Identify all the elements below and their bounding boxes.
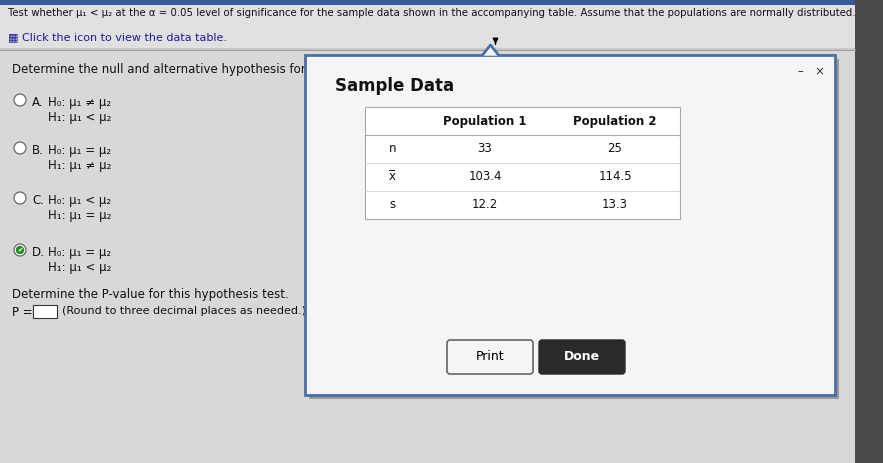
Text: 114.5: 114.5	[598, 170, 632, 183]
Text: A.: A.	[32, 96, 43, 109]
Text: D.: D.	[32, 246, 45, 259]
FancyBboxPatch shape	[539, 340, 625, 374]
Text: B.: B.	[32, 144, 44, 157]
Text: ▦ Click the icon to view the data table.: ▦ Click the icon to view the data table.	[8, 32, 227, 42]
Text: n: n	[389, 143, 396, 156]
Text: 25: 25	[608, 143, 623, 156]
Text: Determine the P-value for this hypothesis test.: Determine the P-value for this hypothesi…	[12, 288, 289, 301]
Text: Done: Done	[564, 350, 600, 363]
FancyBboxPatch shape	[447, 340, 533, 374]
Text: H₁: μ₁ = μ₂: H₁: μ₁ = μ₂	[48, 209, 111, 222]
Circle shape	[14, 94, 26, 106]
Text: H₀: μ₁ ≠ μ₂: H₀: μ₁ ≠ μ₂	[48, 96, 111, 109]
Text: H₁: μ₁ ≠ μ₂: H₁: μ₁ ≠ μ₂	[48, 159, 111, 172]
Text: 103.4: 103.4	[468, 170, 502, 183]
Text: H₁: μ₁ < μ₂: H₁: μ₁ < μ₂	[48, 111, 111, 124]
Text: Population 1: Population 1	[443, 114, 527, 127]
Text: (Round to three decimal places as needed.): (Round to three decimal places as needed…	[62, 306, 306, 316]
Text: H₁: μ₁ < μ₂: H₁: μ₁ < μ₂	[48, 261, 111, 274]
Circle shape	[14, 192, 26, 204]
Text: ✔: ✔	[17, 246, 23, 252]
Text: 33: 33	[478, 143, 493, 156]
Text: H₀: μ₁ < μ₂: H₀: μ₁ < μ₂	[48, 194, 111, 207]
Text: Population 2: Population 2	[573, 114, 657, 127]
FancyBboxPatch shape	[855, 0, 883, 463]
Circle shape	[14, 142, 26, 154]
FancyBboxPatch shape	[33, 305, 57, 318]
Text: H₀: μ₁ = μ₂: H₀: μ₁ = μ₂	[48, 144, 111, 157]
Circle shape	[17, 246, 24, 254]
Text: C.: C.	[32, 194, 44, 207]
Text: –   ×: – ×	[798, 65, 825, 78]
FancyBboxPatch shape	[0, 50, 855, 463]
Polygon shape	[482, 45, 499, 55]
Circle shape	[14, 244, 26, 256]
Text: x̅: x̅	[389, 170, 396, 183]
Text: Test whether μ₁ < μ₂ at the α = 0.05 level of significance for the sample data s: Test whether μ₁ < μ₂ at the α = 0.05 lev…	[8, 8, 856, 18]
FancyBboxPatch shape	[365, 107, 680, 219]
Text: 13.3: 13.3	[602, 199, 628, 212]
Text: H₀: μ₁ = μ₂: H₀: μ₁ = μ₂	[48, 246, 111, 259]
Text: Determine the null and alternative hypothesis for this test.: Determine the null and alternative hypot…	[12, 63, 362, 76]
FancyBboxPatch shape	[309, 59, 839, 399]
Text: Print: Print	[476, 350, 504, 363]
Text: Sample Data: Sample Data	[335, 77, 454, 95]
Text: 12.2: 12.2	[472, 199, 498, 212]
FancyBboxPatch shape	[305, 55, 835, 395]
Text: P =: P =	[12, 306, 36, 319]
FancyBboxPatch shape	[0, 0, 855, 48]
Text: s: s	[389, 199, 396, 212]
FancyBboxPatch shape	[0, 0, 855, 5]
